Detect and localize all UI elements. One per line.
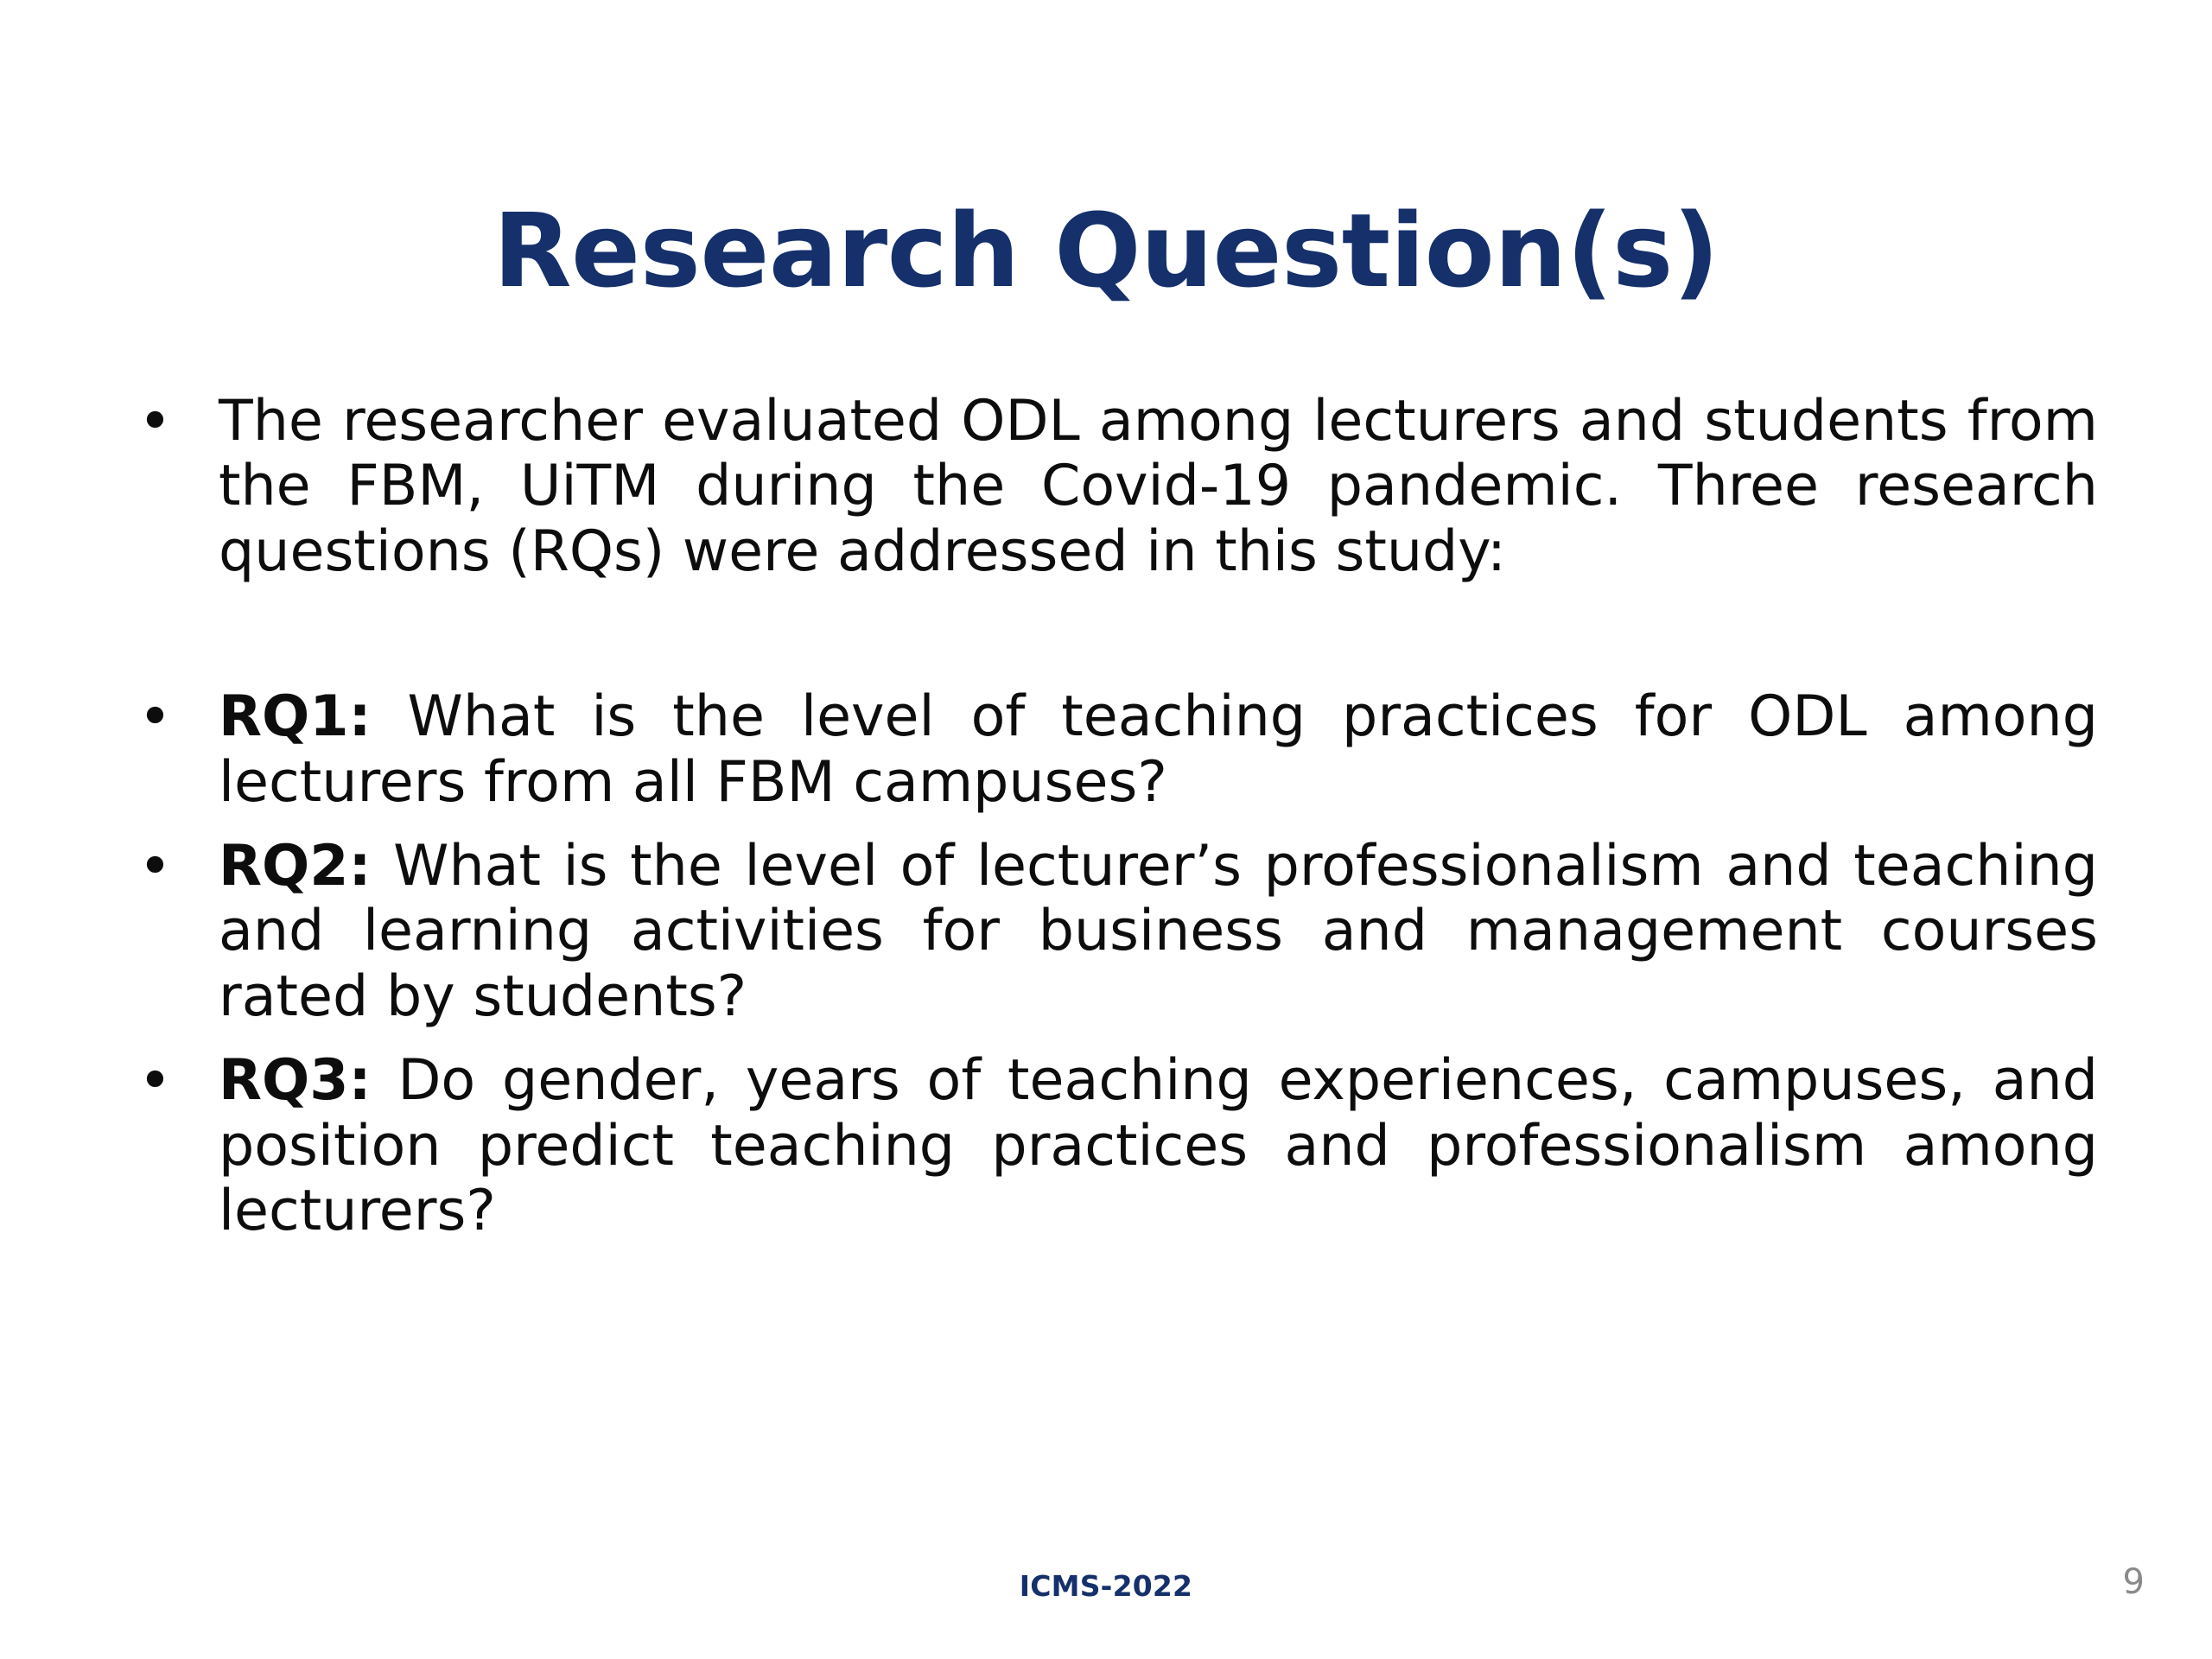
bullet-point-icon: • (138, 388, 172, 454)
bullet-item-rq1: • RQ1: What is the level of teaching pra… (128, 684, 2098, 815)
bullet-item-rq2-text: RQ2: What is the level of lecturer’s pro… (219, 834, 2098, 1029)
rq2-body: What is the level of lecturer’s professi… (219, 833, 2098, 1029)
rq3-label: RQ3: (219, 1048, 372, 1114)
bullet-point-icon: • (138, 1047, 172, 1115)
slide-page-number: 9 (2122, 1562, 2145, 1602)
paragraph-spacer (128, 584, 2098, 684)
bullet-item-intro: • The researcher evaluated ODL among lec… (128, 388, 2098, 584)
bullet-item-intro-text: The researcher evaluated ODL among lectu… (219, 389, 2098, 584)
rq3-body: Do gender, years of teaching experiences… (219, 1048, 2098, 1243)
rq1-label: RQ1: (219, 684, 372, 750)
bullet-item-rq3: • RQ3: Do gender, years of teaching expe… (128, 1048, 2098, 1243)
rq-spacer (128, 1029, 2098, 1048)
rq1-body: What is the level of teaching practices … (219, 684, 2098, 815)
bullet-intro-body: The researcher evaluated ODL among lectu… (219, 389, 2098, 584)
bullet-item-rq1-text: RQ1: What is the level of teaching pract… (219, 684, 2098, 815)
footer-conference-label: ICMS-2022 (1019, 1569, 1193, 1603)
page-title: Research Question(s) (493, 191, 1719, 311)
bullet-point-icon: • (138, 832, 172, 899)
bullet-point-icon: • (138, 683, 172, 751)
slide-body: • The researcher evaluated ODL among lec… (128, 388, 2098, 1243)
bullet-item-rq3-text: RQ3: Do gender, years of teaching experi… (219, 1048, 2098, 1243)
rq-spacer (128, 815, 2098, 834)
rq2-label: RQ2: (219, 833, 372, 899)
bullet-item-rq2: • RQ2: What is the level of lecturer’s p… (128, 832, 2098, 1029)
